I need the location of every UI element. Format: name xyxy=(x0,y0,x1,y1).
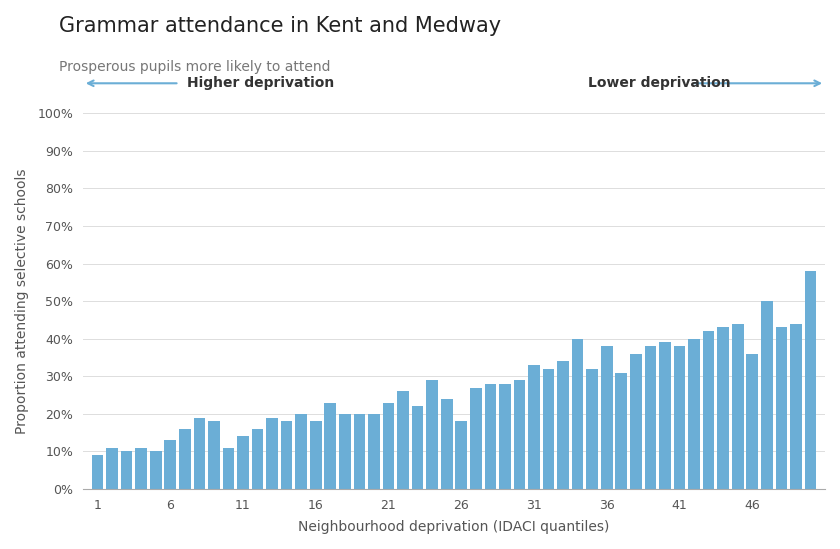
Bar xyxy=(252,429,264,489)
Bar xyxy=(368,414,380,489)
Bar xyxy=(121,451,133,489)
Bar xyxy=(324,402,336,489)
X-axis label: Neighbourhood deprivation (IDACI quantiles): Neighbourhood deprivation (IDACI quantil… xyxy=(298,520,610,534)
Bar xyxy=(499,384,511,489)
Text: Prosperous pupils more likely to attend: Prosperous pupils more likely to attend xyxy=(59,60,330,75)
Text: Lower deprivation: Lower deprivation xyxy=(587,76,730,90)
Bar xyxy=(703,331,714,489)
Bar xyxy=(106,447,118,489)
Bar xyxy=(644,346,656,489)
Bar xyxy=(266,418,278,489)
Bar xyxy=(412,406,423,489)
Bar xyxy=(616,373,627,489)
Bar xyxy=(383,402,394,489)
Bar xyxy=(775,327,787,489)
Bar xyxy=(208,421,220,489)
Bar xyxy=(557,361,569,489)
Bar xyxy=(659,343,671,489)
Bar xyxy=(427,380,438,489)
Bar xyxy=(805,271,816,489)
Bar xyxy=(296,414,307,489)
Bar xyxy=(165,440,176,489)
Bar xyxy=(223,447,234,489)
Text: Grammar attendance in Kent and Medway: Grammar attendance in Kent and Medway xyxy=(59,16,501,36)
Bar xyxy=(135,447,147,489)
Bar xyxy=(441,399,453,489)
Bar xyxy=(674,346,685,489)
Bar xyxy=(397,391,409,489)
Bar xyxy=(310,421,322,489)
Bar xyxy=(732,324,743,489)
Bar xyxy=(586,369,598,489)
Bar xyxy=(528,365,540,489)
Bar xyxy=(630,354,642,489)
Text: Higher deprivation: Higher deprivation xyxy=(186,76,334,90)
Bar xyxy=(513,380,525,489)
Bar xyxy=(455,421,467,489)
Bar xyxy=(485,384,496,489)
Bar xyxy=(237,436,249,489)
Bar xyxy=(354,414,365,489)
Bar xyxy=(717,327,729,489)
Bar xyxy=(543,369,554,489)
Bar xyxy=(761,301,773,489)
Bar xyxy=(572,339,584,489)
Bar xyxy=(790,324,801,489)
Bar xyxy=(281,421,292,489)
Bar xyxy=(688,339,700,489)
Bar xyxy=(339,414,350,489)
Bar xyxy=(179,429,191,489)
Bar xyxy=(747,354,758,489)
Bar xyxy=(470,388,481,489)
Bar xyxy=(150,451,161,489)
Bar xyxy=(92,455,103,489)
Y-axis label: Proportion attending selective schools: Proportion attending selective schools xyxy=(15,169,29,434)
Bar xyxy=(601,346,612,489)
Bar xyxy=(193,418,205,489)
